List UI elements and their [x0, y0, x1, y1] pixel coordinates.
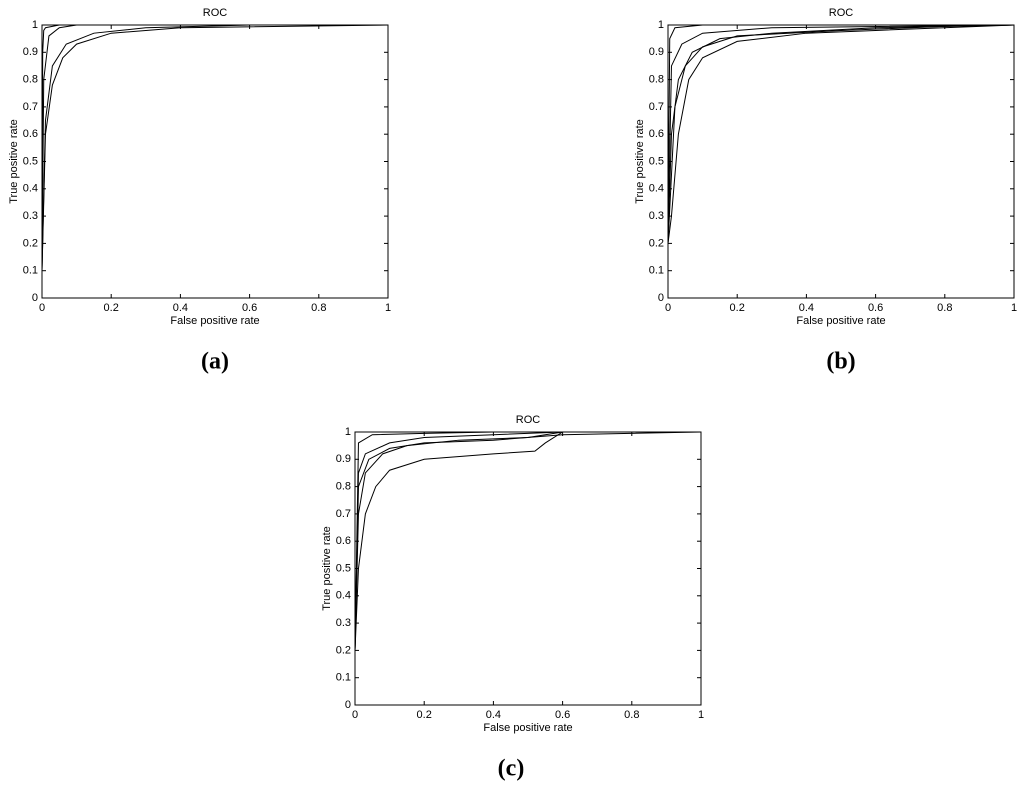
x-tick-label: 0.2 [104, 302, 119, 314]
y-tick-label: 0 [32, 292, 38, 304]
x-axis-label: False positive rate [483, 722, 572, 734]
x-tick-label: 1 [1011, 302, 1017, 314]
roc-curve [41, 24, 388, 271]
x-tick-label: 0.4 [173, 302, 188, 314]
roc-curve [41, 24, 388, 271]
y-tick-label: 0.3 [649, 210, 664, 222]
y-tick-label: 0.3 [336, 617, 351, 629]
x-tick-label: 1 [698, 709, 704, 721]
x-tick-label: 0 [39, 302, 45, 314]
y-tick-label: 0.5 [336, 562, 351, 574]
panel-label: (a) [201, 349, 229, 375]
y-tick-label: 0.2 [336, 644, 351, 656]
y-tick-label: 0.7 [23, 101, 38, 113]
y-tick-label: 1 [32, 19, 38, 31]
roc-curve [354, 431, 701, 651]
roc-curve [41, 24, 389, 271]
y-tick-label: 0.5 [649, 155, 664, 167]
y-tick-label: 0.8 [23, 74, 38, 86]
x-tick-label: 0.6 [242, 302, 257, 314]
roc-curve [667, 24, 1015, 244]
x-tick-label: 0 [665, 302, 671, 314]
roc-curve [354, 431, 701, 651]
x-axis-label: False positive rate [796, 315, 885, 327]
x-tick-label: 0.2 [417, 709, 432, 721]
y-tick-label: 0.8 [649, 74, 664, 86]
y-tick-label: 0.6 [649, 128, 664, 140]
roc-curve [41, 24, 388, 271]
x-tick-label: 0.8 [311, 302, 326, 314]
y-tick-label: 0.4 [336, 590, 351, 602]
x-tick-label: 0.8 [624, 709, 639, 721]
roc-curve [667, 24, 1015, 244]
y-tick-label: 0.6 [23, 128, 38, 140]
y-tick-label: 0.3 [23, 210, 38, 222]
y-tick-label: 0.2 [649, 237, 664, 249]
x-axis-label: False positive rate [170, 315, 259, 327]
panel-label: (c) [498, 756, 525, 782]
axes-box [667, 24, 1015, 299]
y-tick-label: 0.7 [336, 508, 351, 520]
chart-title: ROC [516, 414, 541, 426]
x-tick-label: 0.6 [555, 709, 570, 721]
y-axis-label: True positive rate [634, 119, 646, 204]
roc-curve [667, 24, 1015, 244]
y-tick-label: 0.9 [336, 453, 351, 465]
y-tick-label: 1 [658, 19, 664, 31]
y-tick-label: 0.1 [23, 265, 38, 277]
y-tick-label: 0.9 [649, 46, 664, 58]
y-tick-label: 0.5 [23, 155, 38, 167]
y-axis-label: True positive rate [321, 526, 333, 611]
roc-curve [667, 24, 1014, 244]
axes-box [354, 431, 702, 706]
y-tick-label: 0.8 [336, 481, 351, 493]
y-tick-label: 0 [658, 292, 664, 304]
panel-label: (b) [826, 349, 855, 375]
y-tick-label: 0.2 [23, 237, 38, 249]
x-tick-label: 0.6 [868, 302, 883, 314]
y-tick-label: 0.1 [649, 265, 664, 277]
y-tick-label: 0.9 [23, 46, 38, 58]
chart-title: ROC [829, 7, 854, 19]
y-tick-label: 0.1 [336, 672, 351, 684]
roc-curve [354, 431, 702, 651]
y-tick-label: 0.4 [649, 183, 664, 195]
axes-box [41, 24, 389, 299]
x-tick-label: 0.8 [937, 302, 952, 314]
y-tick-label: 0.6 [336, 535, 351, 547]
y-tick-label: 0.7 [649, 101, 664, 113]
y-axis-label: True positive rate [8, 119, 20, 204]
x-tick-label: 0 [352, 709, 358, 721]
y-tick-label: 1 [345, 426, 351, 438]
x-tick-label: 0.2 [730, 302, 745, 314]
roc-curve [667, 24, 1015, 244]
y-tick-label: 0.4 [23, 183, 38, 195]
x-tick-label: 0.4 [799, 302, 814, 314]
x-tick-label: 1 [385, 302, 391, 314]
x-tick-label: 0.4 [486, 709, 501, 721]
y-tick-label: 0 [345, 699, 351, 711]
chart-title: ROC [203, 7, 228, 19]
